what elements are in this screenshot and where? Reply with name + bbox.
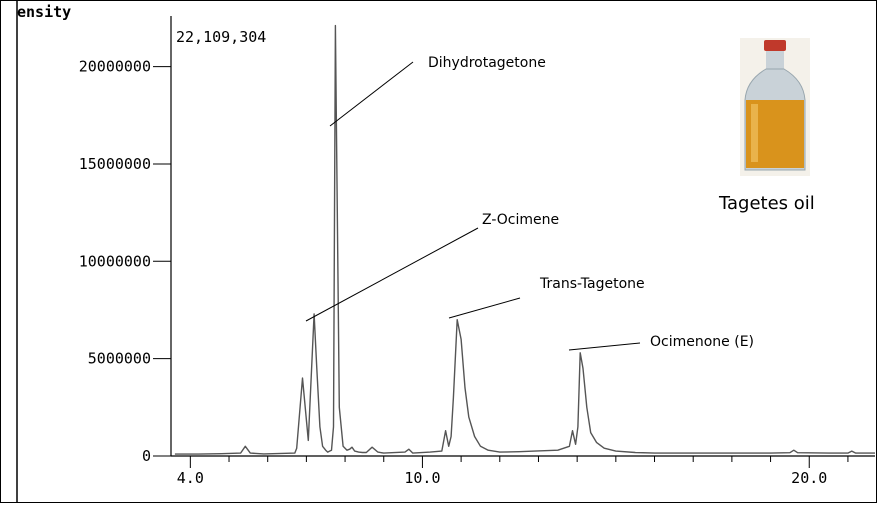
oil-liquid: [746, 100, 804, 168]
y-tick-label: 5000000: [88, 350, 151, 368]
chromatogram-trace: [174, 24, 875, 455]
peak-label: Dihydrotagetone: [428, 55, 546, 71]
tagetes-oil-photo: Tagetes oil: [718, 38, 815, 214]
y-tick-label: 15000000: [79, 155, 151, 173]
y-tick-label: 20000000: [79, 58, 151, 76]
bottle-highlight: [751, 104, 758, 162]
peak-leader-line: [305, 227, 479, 322]
peak-label: Z-Ocimene: [482, 212, 559, 228]
y-axis-label: ensity: [17, 3, 71, 21]
peak-leader-line: [448, 297, 521, 319]
bottle-neck: [766, 51, 784, 69]
bottle-cap: [764, 40, 786, 51]
peak-leader-line: [568, 342, 641, 351]
photo-caption: Tagetes oil: [718, 193, 815, 214]
y-tick-label: 0: [142, 447, 151, 465]
y-tick-label: 10000000: [79, 252, 151, 270]
x-tick-label: 4.0: [177, 469, 204, 487]
peak-leader-line: [329, 61, 414, 127]
peak-label: Trans-Tagetone: [539, 276, 645, 292]
x-tick-label: 10.0: [404, 469, 440, 487]
peak-label: Ocimenone (E): [650, 334, 754, 350]
x-tick-label: 20.0: [791, 469, 827, 487]
max-intensity-label: 22,109,304: [176, 28, 266, 46]
